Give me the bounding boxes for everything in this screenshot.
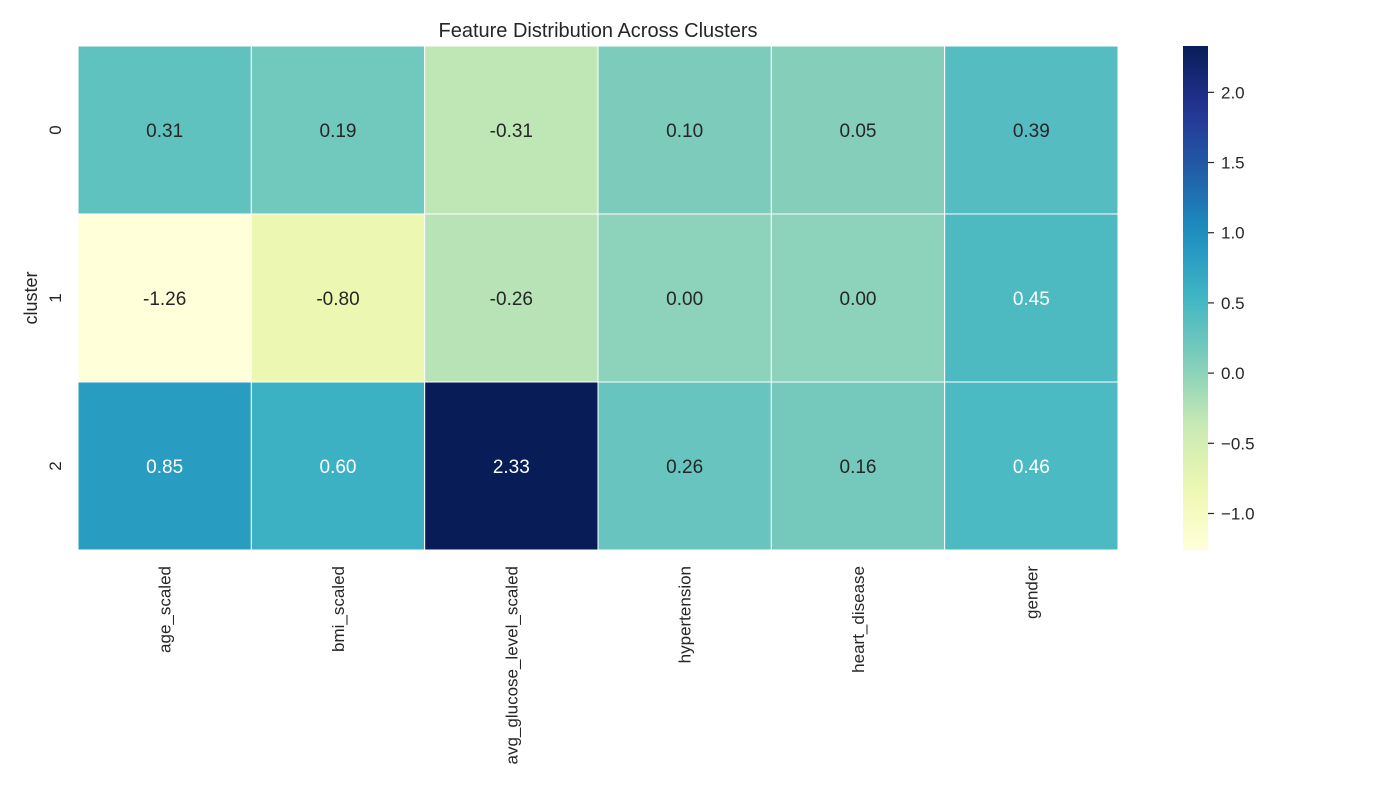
y-tick-label: 0: [46, 125, 65, 134]
heatmap-cell-labels: 0.31 0.19 -0.31 0.10 0.05 0.39 -1.26 -0.80 -0.26…: [143, 121, 1050, 478]
colorbar-gradient: [1183, 46, 1208, 550]
cell-value-label: 0.10: [666, 121, 703, 142]
cell-value-label: 2.33: [493, 457, 530, 478]
heatmap-cell: [944, 381, 1119, 551]
heatmap-cell: [597, 213, 772, 383]
heatmap-cell: [250, 45, 426, 215]
x-tick-label: bmi_scaled: [329, 566, 348, 652]
cell-value-label: 0.16: [840, 457, 877, 478]
heatmap-cell: [250, 381, 426, 551]
heatmap-cell: [250, 213, 426, 383]
cell-value-label: -0.31: [490, 121, 533, 142]
colorbar-tick-label: 0.0: [1221, 364, 1245, 383]
cell-value-label: 0.26: [666, 457, 703, 478]
y-tick-label: 1: [46, 293, 65, 302]
cell-value-label: 0.00: [666, 289, 703, 310]
heatmap-cell: [424, 45, 599, 215]
heatmap-cell: [597, 45, 772, 215]
colorbar-tick-label: −1.0: [1221, 504, 1255, 523]
cell-value-label: 0.46: [1013, 457, 1050, 478]
heatmap-cell: [597, 381, 772, 551]
x-axis-tick-labels: age_scaled bmi_scaled avg_glucose_level_sc…: [156, 566, 1042, 765]
colorbar: −1.0 −0.5 0.0 0.5 1.0 1.5 2.0: [1183, 46, 1255, 550]
y-axis-label: cluster: [21, 271, 41, 324]
cell-value-label: 0.45: [1013, 289, 1050, 310]
cell-value-label: 0.31: [146, 121, 183, 142]
y-tick-label: 2: [46, 461, 65, 470]
heatmap-cell: [944, 213, 1119, 383]
cell-value-label: 0.60: [320, 457, 357, 478]
cell-value-label: -0.26: [490, 289, 533, 310]
heatmap-cell: [770, 381, 946, 551]
heatmap-cell: [77, 381, 252, 551]
chart-title: Feature Distribution Across Clusters: [438, 20, 757, 42]
cell-value-label: 0.85: [146, 457, 183, 478]
colorbar-tick-label: 1.0: [1221, 224, 1245, 243]
colorbar-tick-label: 0.5: [1221, 294, 1245, 313]
heatmap-cell: [424, 381, 599, 551]
cell-value-label: 0.00: [840, 289, 877, 310]
cell-value-label: 0.05: [840, 121, 877, 142]
heatmap-cell: [770, 45, 946, 215]
cell-value-label: 0.19: [320, 121, 357, 142]
x-tick-label: gender: [1022, 566, 1041, 619]
x-tick-label: avg_glucose_level_scaled: [502, 566, 521, 764]
x-tick-label: heart_disease: [849, 566, 868, 673]
x-tick-label: age_scaled: [156, 566, 175, 653]
heatmap-cell: [77, 213, 252, 383]
heatmap-cells: [77, 45, 1119, 551]
heatmap-cell: [77, 45, 252, 215]
colorbar-tick-label: 2.0: [1221, 83, 1245, 102]
cell-value-label: -0.80: [316, 289, 359, 310]
cell-value-label: -1.26: [143, 289, 186, 310]
y-axis-tick-labels: 0 1 2: [46, 125, 65, 470]
heatmap-cell: [944, 45, 1119, 215]
cell-value-label: 0.39: [1013, 121, 1050, 142]
colorbar-tick-label: 1.5: [1221, 154, 1245, 173]
colorbar-tick-label: −0.5: [1221, 434, 1255, 453]
x-tick-label: hypertension: [676, 566, 695, 663]
